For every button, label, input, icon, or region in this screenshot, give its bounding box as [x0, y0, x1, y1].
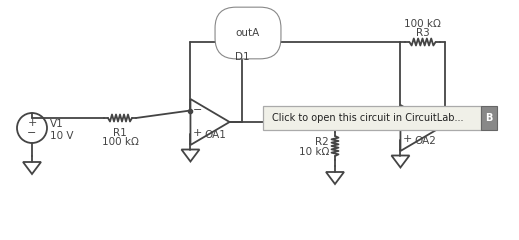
FancyBboxPatch shape	[481, 106, 497, 130]
Text: +: +	[193, 128, 202, 138]
Text: 100 kΩ: 100 kΩ	[102, 137, 139, 147]
Text: B: B	[485, 113, 493, 123]
Text: 10 V: 10 V	[50, 131, 74, 141]
FancyBboxPatch shape	[263, 106, 481, 130]
Polygon shape	[235, 35, 251, 49]
Text: OA1: OA1	[204, 130, 226, 140]
Text: R3: R3	[416, 28, 429, 38]
Text: 100 kΩ: 100 kΩ	[404, 19, 441, 29]
Text: OA2: OA2	[414, 136, 436, 146]
Text: D1: D1	[236, 52, 250, 62]
Text: −: −	[28, 128, 37, 138]
Text: −: −	[403, 112, 412, 121]
Text: 10 kΩ: 10 kΩ	[298, 147, 329, 157]
Text: V1: V1	[50, 119, 64, 129]
Text: R2: R2	[315, 137, 329, 147]
Text: +: +	[28, 118, 37, 128]
Text: R1: R1	[113, 128, 127, 138]
Text: +: +	[403, 134, 412, 144]
Text: Click to open this circuit in CircuitLab...: Click to open this circuit in CircuitLab…	[272, 113, 464, 123]
Text: outA: outA	[236, 28, 260, 38]
Text: −: −	[193, 106, 202, 115]
